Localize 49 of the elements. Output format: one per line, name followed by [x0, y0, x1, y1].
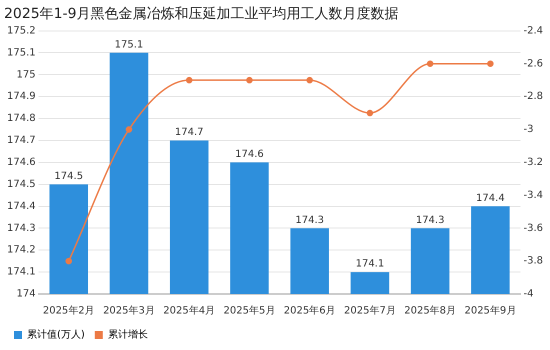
y2-tick-label: -3.8	[523, 256, 544, 267]
y-tick-label: 174.5	[6, 178, 36, 190]
y-tick-label: 174.4	[6, 200, 36, 212]
point	[186, 76, 192, 84]
y2-tick-label: -2.6	[523, 58, 544, 70]
y2-tick-label: -4	[523, 288, 534, 300]
x-tick-label: 2025年4月	[163, 304, 216, 317]
data-label: 174.4	[476, 192, 505, 204]
data-label: 174.3	[295, 214, 324, 226]
y-tick-label: 174.2	[6, 244, 36, 256]
legend-label: 累计增长	[108, 328, 148, 341]
point	[487, 60, 494, 67]
y-tick-label: 174.7	[6, 135, 36, 146]
y-tick-label: 175.2	[6, 25, 36, 36]
y-tick-label: 175	[16, 69, 36, 80]
x-tick-label: 2025年2月	[42, 304, 95, 317]
legend-label: 累计值(万人)	[27, 328, 85, 341]
y2-tick-label: -3.4	[523, 190, 544, 201]
y2-tick-label: -2.4	[523, 25, 544, 36]
point	[426, 60, 434, 67]
x-tick-label: 2025年9月	[464, 304, 516, 317]
y2-tick-label: -3.6	[523, 222, 544, 234]
x-tick-label: 2025年6月	[284, 304, 336, 317]
x-tick-label: 2025年5月	[224, 304, 276, 317]
chart-title: 2025年1-9月黑色金属冶炼和压延加工业平均用工人数月度数据	[4, 6, 398, 22]
y-tick-label: 174.8	[6, 113, 36, 124]
point	[126, 126, 132, 133]
x-tick-label: 2025年3月	[103, 304, 155, 317]
x-tick-label: 2025年7月	[344, 304, 396, 317]
data-label: 175.1	[114, 39, 144, 50]
point	[366, 110, 374, 116]
point	[246, 76, 253, 84]
y2-tick-label: -2.8	[523, 91, 544, 102]
y2-tick-label: -3	[523, 124, 534, 136]
data-label: 174.6	[235, 148, 264, 160]
y-tick-label: 175.1	[6, 47, 36, 58]
point	[306, 76, 313, 84]
x-tick-label: 2025年8月	[404, 304, 456, 317]
y2-tick-label: -3.2	[523, 156, 544, 168]
point	[65, 258, 72, 264]
data-label: 174.3	[416, 214, 444, 226]
y-tick-label: 174	[16, 288, 36, 300]
y-tick-label: 174.1	[6, 266, 36, 278]
data-label: 174.7	[174, 127, 204, 138]
data-label: 174.1	[356, 258, 384, 270]
y-tick-label: 174.6	[6, 156, 36, 168]
y-tick-label: 174.9	[6, 91, 36, 102]
y-tick-label: 174.3	[6, 222, 36, 234]
data-label: 174.5	[54, 170, 84, 182]
